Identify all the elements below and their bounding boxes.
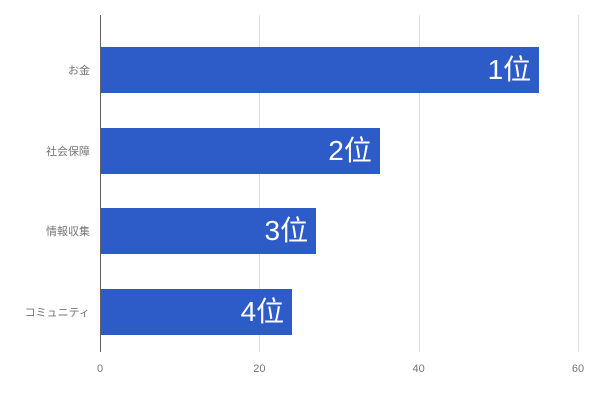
gridline bbox=[418, 15, 420, 352]
x-axis-tick-label: 40 bbox=[412, 363, 425, 375]
y-axis-category-label: 社会保障 bbox=[46, 145, 90, 158]
y-axis-category-label: 情報収集 bbox=[46, 226, 90, 239]
bar-rank-label: 2位 bbox=[328, 134, 372, 166]
plot-area: 1位 2位 3位 4位 bbox=[100, 15, 579, 352]
gridline bbox=[578, 15, 579, 352]
bar-3: 3位 bbox=[101, 208, 317, 255]
x-axis-tick-label: 0 bbox=[96, 363, 104, 375]
gridline bbox=[259, 15, 261, 352]
axis-baseline bbox=[100, 15, 101, 352]
bar-1: 1位 bbox=[101, 47, 540, 94]
y-axis-category-label: お金 bbox=[68, 65, 90, 78]
x-axis-tick-label: 20 bbox=[253, 363, 266, 375]
x-axis-tick-label: 60 bbox=[571, 363, 585, 375]
bar-rank-label: 3位 bbox=[264, 215, 309, 247]
bar-4: 4位 bbox=[101, 288, 293, 335]
bar-rank-label: 4位 bbox=[240, 295, 285, 327]
bar-2: 2位 bbox=[101, 127, 380, 174]
y-axis-category-label: コミュニティ bbox=[24, 306, 90, 319]
bar-rank-label: 1位 bbox=[487, 54, 532, 86]
